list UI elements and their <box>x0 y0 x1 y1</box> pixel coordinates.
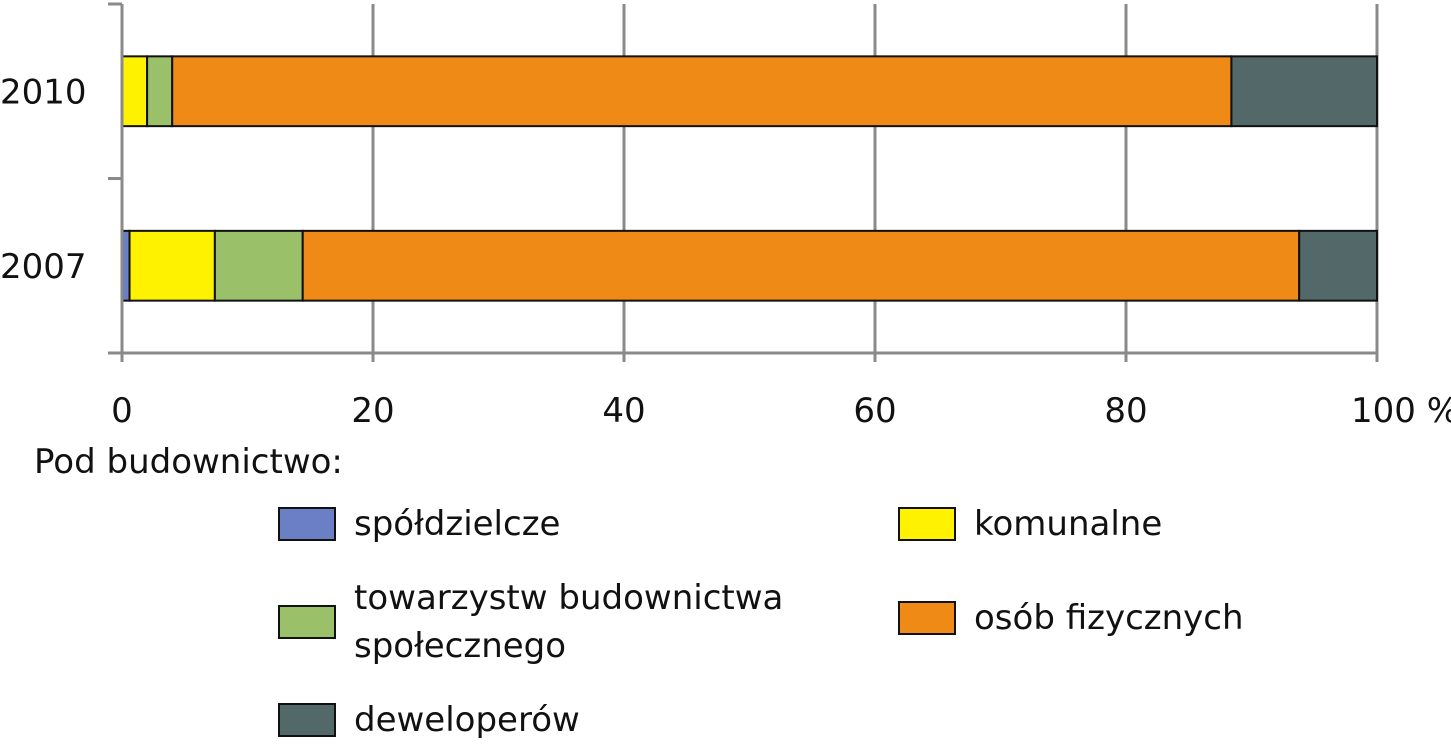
legend-item-komunalne: komunalne <box>898 500 1162 548</box>
legend-label: towarzystw budownictwa społecznego <box>354 578 784 666</box>
legend-swatch <box>898 507 956 541</box>
x-tick-label: 60 <box>853 391 896 430</box>
legend-item-osob-fizycznych: osób fizycznych <box>898 594 1244 642</box>
x-tick-label: 40 <box>602 391 645 430</box>
x-tick-label: 80 <box>1104 391 1147 430</box>
bar-segment <box>213 229 304 302</box>
legend-item-deweloperow: deweloperów <box>278 696 580 744</box>
bar-segment <box>1230 55 1379 128</box>
legend-label: spółdzielcze <box>354 504 561 544</box>
legend-swatch <box>278 605 336 639</box>
x-tick-label: 0 <box>111 391 133 430</box>
legend-swatch <box>278 703 336 737</box>
axes <box>108 2 1379 362</box>
y-category-label: 2010 <box>0 72 87 112</box>
x-tick-label: 20 <box>351 391 394 430</box>
tick-labels: 0 20 40 60 80 100 % 2010 2007 <box>0 72 1451 430</box>
stacked-bar-chart: 0 20 40 60 80 100 % 2010 2007 <box>0 2 1451 430</box>
legend-title: Pod budownictwo: <box>34 442 343 482</box>
bar-segment <box>128 229 216 302</box>
bars <box>121 55 1379 302</box>
y-category-label: 2007 <box>0 247 87 287</box>
legend-label: osób fizycznych <box>974 598 1244 638</box>
legend-label: komunalne <box>974 504 1163 544</box>
legend-swatch <box>278 507 336 541</box>
x-tick-label: 100 % <box>1351 391 1451 430</box>
bar-segment <box>1298 229 1378 302</box>
legend-item-spoldzielcze: spółdzielcze <box>278 500 560 548</box>
bar-segment <box>301 229 1301 302</box>
bar-segment <box>121 55 149 128</box>
bar-segment <box>146 55 174 128</box>
legend-item-towarzystw-budownictwa-spolecznego: towarzystw budownictwa społecznego <box>278 574 783 670</box>
legend-label: deweloperów <box>354 700 580 740</box>
bar-segment <box>171 55 1233 128</box>
legend-swatch <box>898 601 956 635</box>
